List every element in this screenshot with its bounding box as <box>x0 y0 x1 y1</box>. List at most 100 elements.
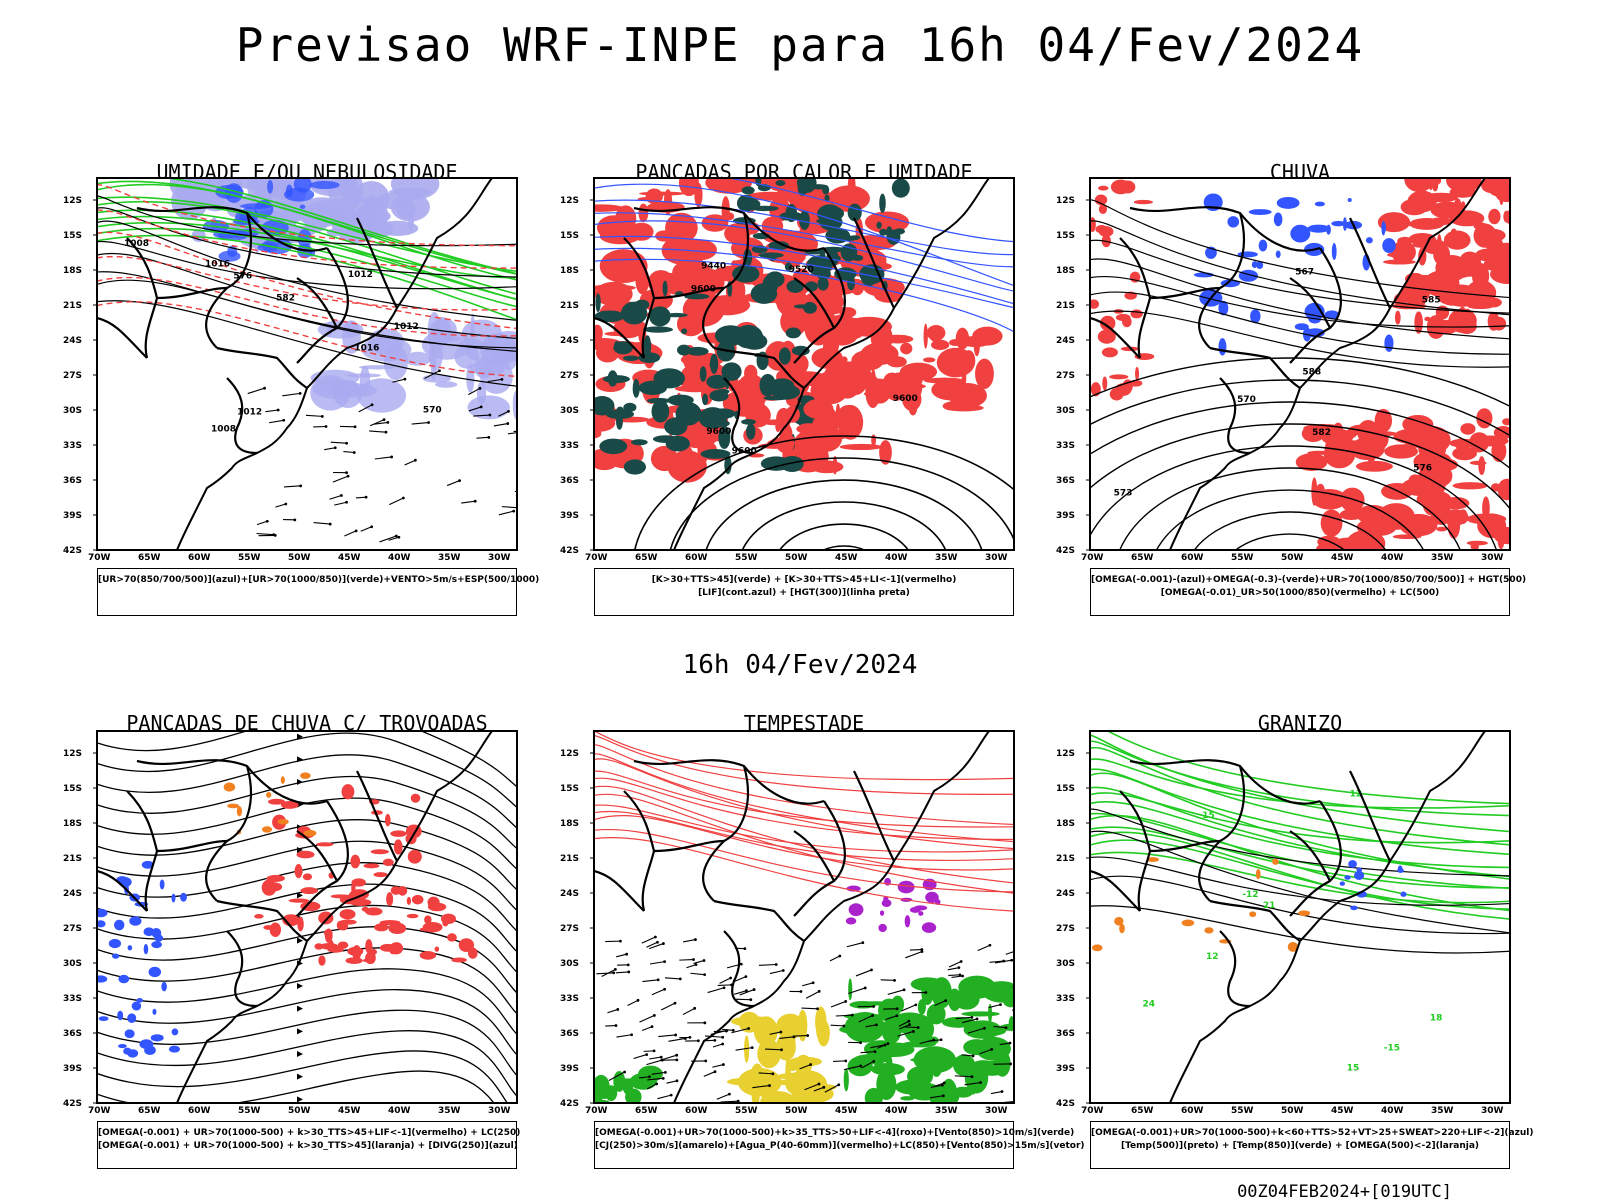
green-instability-area <box>709 361 717 368</box>
red-instability-area <box>705 295 750 315</box>
red-instability-area <box>578 204 624 211</box>
wind-vector-head <box>385 431 388 434</box>
lon-tick-label: 30W <box>985 553 1008 563</box>
wind-vector-head <box>355 529 358 532</box>
wind-vector-head <box>612 971 615 974</box>
orange-convection-area <box>281 776 285 784</box>
divergence-area <box>127 1013 136 1023</box>
lon-tick-label: 60W <box>685 553 708 563</box>
lat-tick-label: 24S <box>560 889 579 899</box>
red-convection-area <box>373 872 387 877</box>
severe-storm-area <box>918 911 923 916</box>
wind-vector-head <box>675 1058 678 1061</box>
red-convection-area <box>390 942 403 954</box>
wind850-area <box>886 1054 893 1080</box>
red-omega-area <box>1498 531 1505 549</box>
red-convection-area <box>363 863 379 868</box>
wind-vector-head <box>383 418 386 421</box>
wind-vector-head <box>838 955 841 958</box>
green-instability-area <box>852 255 863 261</box>
contour-label: 570 <box>1237 395 1256 405</box>
green-instability-area <box>644 335 651 357</box>
wind-vector-head <box>263 387 266 390</box>
contour-label: -15 <box>1384 1043 1400 1053</box>
blue-humidity-area <box>357 378 406 412</box>
lon-tick-label: 55W <box>238 1106 261 1116</box>
wind-vector-head <box>660 1056 663 1059</box>
lon-tick-label: 30W <box>985 1106 1008 1116</box>
legend-line: [K>30+TTS>45](verde) + [K>30+TTS>45+LI<-… <box>595 574 1013 587</box>
wind-vector-head <box>782 969 785 972</box>
lat-tick-label: 39S <box>560 511 579 521</box>
wind-vector-head <box>662 1077 665 1080</box>
red-omega-area <box>1467 541 1488 546</box>
wind-vector-head <box>816 1007 819 1010</box>
wind-vector-head <box>859 1041 862 1044</box>
wind-vector-head <box>390 456 393 459</box>
green-instability-area <box>775 180 785 186</box>
lat-tick-label: 27S <box>560 371 579 381</box>
wind-vector-head <box>403 378 406 381</box>
red-omega-area <box>1472 263 1489 289</box>
red-instability-area <box>924 324 928 349</box>
red-omega-area <box>1442 497 1469 509</box>
wind-vector-head <box>625 953 628 956</box>
green-instability-area <box>653 435 679 443</box>
map-panel: 100810121016101257657058210161008101212S… <box>57 176 527 568</box>
wind-vector-head <box>656 941 659 944</box>
jet-stream-area <box>817 1020 830 1047</box>
contour-label: 573 <box>1114 489 1133 499</box>
wind-vector <box>833 1061 846 1062</box>
wind-vector-head <box>345 501 348 504</box>
omega500-area <box>1182 920 1195 927</box>
green-instability-area <box>633 379 640 398</box>
lon-tick-label: 70W <box>585 1106 608 1116</box>
red-instability-area <box>836 374 860 398</box>
lat-tick-label: 12S <box>63 749 82 759</box>
main-title: Previsao WRF-INPE para 16h 04/Fev/2024 <box>0 18 1600 72</box>
lat-tick-label: 36S <box>560 1029 579 1039</box>
divergence-area <box>117 1011 123 1020</box>
blue-omega-area <box>1381 221 1385 236</box>
panel-legend: [OMEGA(-0.001) + UR>70(1000-500) + k>30_… <box>97 1121 517 1169</box>
wind-vector-head <box>524 490 527 493</box>
contour-label: 1012 <box>348 270 373 280</box>
green-instability-area <box>894 228 905 234</box>
divergence-area <box>149 967 162 977</box>
wind-vector-head <box>674 1034 677 1037</box>
red-convection-area <box>407 897 411 905</box>
wind-vector-head <box>1018 948 1021 951</box>
divergence-area <box>136 998 143 1003</box>
red-convection-area <box>385 814 391 826</box>
red-omega-area <box>1470 461 1487 465</box>
divergence-area <box>118 1044 127 1048</box>
wind850-area <box>882 1018 902 1043</box>
map-panel: 58558257657056757358812S15S18S21S24S27S3… <box>1050 176 1520 568</box>
divergence-area <box>127 1049 138 1057</box>
divergence-area <box>172 1028 179 1035</box>
wind-vector-head <box>340 494 343 497</box>
orange-convection-area <box>266 792 271 798</box>
divergence-area <box>151 941 162 948</box>
orange-convection-area <box>237 806 242 816</box>
wind-vector-head <box>732 1029 735 1032</box>
lon-tick-label: 40W <box>885 553 908 563</box>
red-omega-area <box>1116 314 1131 321</box>
red-omega-area <box>1102 347 1118 357</box>
hail-area <box>1398 865 1403 872</box>
blue-omega-area <box>1227 216 1239 227</box>
wind-vector-head <box>402 497 405 500</box>
wind850-area <box>976 1037 1011 1061</box>
red-instability-area <box>831 409 861 425</box>
wind-vector-head <box>370 525 373 528</box>
wind850-area <box>927 1004 946 1025</box>
red-convection-area <box>342 784 355 799</box>
panel-legend: [OMEGA(-0.001)+UR>70(1000-500)+k<60+TTS>… <box>1090 1121 1510 1169</box>
wind-vector-head <box>721 1036 724 1039</box>
red-omega-area <box>1423 427 1433 448</box>
red-convection-area <box>331 894 351 898</box>
wind-vector <box>948 975 960 976</box>
wind-vector-head <box>637 999 640 1002</box>
contour-label: 15 <box>1347 1064 1360 1074</box>
wind-vector-head <box>972 1055 975 1058</box>
